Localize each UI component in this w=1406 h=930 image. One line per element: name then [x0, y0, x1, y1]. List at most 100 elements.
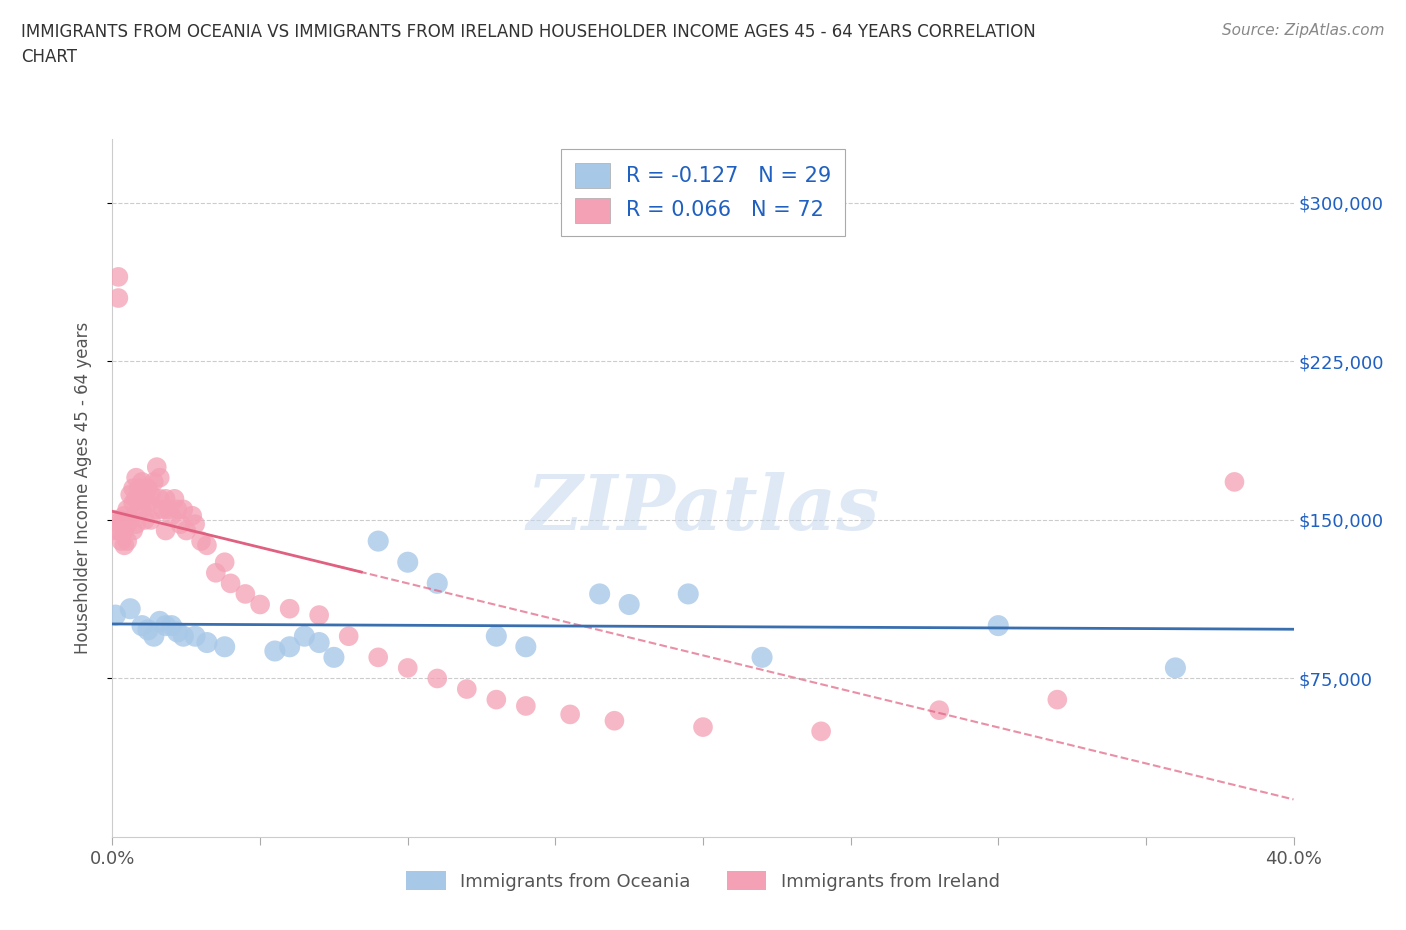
Point [136, 496, 159, 511]
Point [558, 707, 582, 722]
Point [142, 629, 165, 644]
Point [214, 639, 236, 654]
Point [155, 491, 177, 506]
Point [184, 517, 207, 532]
Point [136, 622, 159, 637]
Point [139, 487, 162, 502]
Point [122, 523, 145, 538]
Point [112, 509, 135, 524]
Point [426, 576, 449, 591]
Point [117, 517, 138, 532]
Point [515, 639, 537, 654]
Point [190, 534, 212, 549]
Point [131, 502, 153, 517]
Point [678, 587, 700, 602]
Point [136, 481, 159, 496]
Point [134, 512, 156, 527]
Point [264, 644, 287, 658]
Point [485, 629, 508, 644]
Point [1046, 692, 1069, 707]
Point [205, 565, 228, 580]
Point [160, 618, 183, 633]
Point [110, 512, 132, 527]
Point [125, 491, 148, 506]
Point [155, 523, 177, 538]
Point [928, 703, 950, 718]
Point [155, 618, 177, 633]
Point [107, 290, 129, 305]
Point [181, 509, 204, 524]
Y-axis label: Householder Income Ages 45 - 64 years: Householder Income Ages 45 - 64 years [73, 322, 91, 655]
Point [131, 618, 153, 633]
Point [128, 481, 150, 496]
Point [426, 671, 449, 686]
Point [120, 487, 142, 502]
Point [195, 635, 218, 650]
Point [588, 587, 610, 602]
Point [152, 502, 174, 517]
Point [219, 576, 242, 591]
Point [308, 607, 330, 622]
Point [249, 597, 271, 612]
Point [367, 534, 389, 549]
Point [987, 618, 1010, 633]
Point [120, 512, 142, 527]
Point [172, 629, 194, 644]
Point [166, 502, 188, 517]
Point [396, 660, 419, 675]
Text: Source: ZipAtlas.com: Source: ZipAtlas.com [1222, 23, 1385, 38]
Point [112, 523, 135, 538]
Point [117, 534, 138, 549]
Point [149, 471, 172, 485]
Point [142, 474, 165, 489]
Point [112, 538, 135, 552]
Point [456, 682, 478, 697]
Point [751, 650, 773, 665]
Point [117, 502, 138, 517]
Point [149, 614, 172, 629]
Point [174, 523, 197, 538]
Text: IMMIGRANTS FROM OCEANIA VS IMMIGRANTS FROM IRELAND HOUSEHOLDER INCOME AGES 45 - : IMMIGRANTS FROM OCEANIA VS IMMIGRANTS FR… [21, 23, 1036, 66]
Point [692, 720, 714, 735]
Point [810, 724, 832, 738]
Point [308, 635, 330, 650]
Point [337, 629, 360, 644]
Point [122, 481, 145, 496]
Point [233, 587, 256, 602]
Point [104, 607, 127, 622]
Point [169, 517, 191, 532]
Point [485, 692, 508, 707]
Point [1164, 660, 1187, 675]
Point [107, 270, 129, 285]
Point [323, 650, 346, 665]
Point [163, 491, 186, 506]
Point [292, 629, 315, 644]
Point [125, 517, 148, 532]
Point [172, 502, 194, 517]
Point [139, 512, 162, 527]
Legend: Immigrants from Oceania, Immigrants from Ireland: Immigrants from Oceania, Immigrants from… [399, 864, 1007, 897]
Point [214, 555, 236, 570]
Point [160, 509, 183, 524]
Point [515, 698, 537, 713]
Point [110, 517, 132, 532]
Point [110, 534, 132, 549]
Point [157, 502, 180, 517]
Point [107, 523, 129, 538]
Point [619, 597, 641, 612]
Point [396, 555, 419, 570]
Point [104, 512, 127, 527]
Point [149, 491, 172, 506]
Point [104, 523, 127, 538]
Point [278, 639, 301, 654]
Point [146, 502, 169, 517]
Point [122, 496, 145, 511]
Point [128, 502, 150, 517]
Point [131, 474, 153, 489]
Point [195, 538, 218, 552]
Point [166, 625, 188, 640]
Point [146, 459, 169, 474]
Point [120, 602, 142, 617]
Point [134, 487, 156, 502]
Point [1223, 474, 1246, 489]
